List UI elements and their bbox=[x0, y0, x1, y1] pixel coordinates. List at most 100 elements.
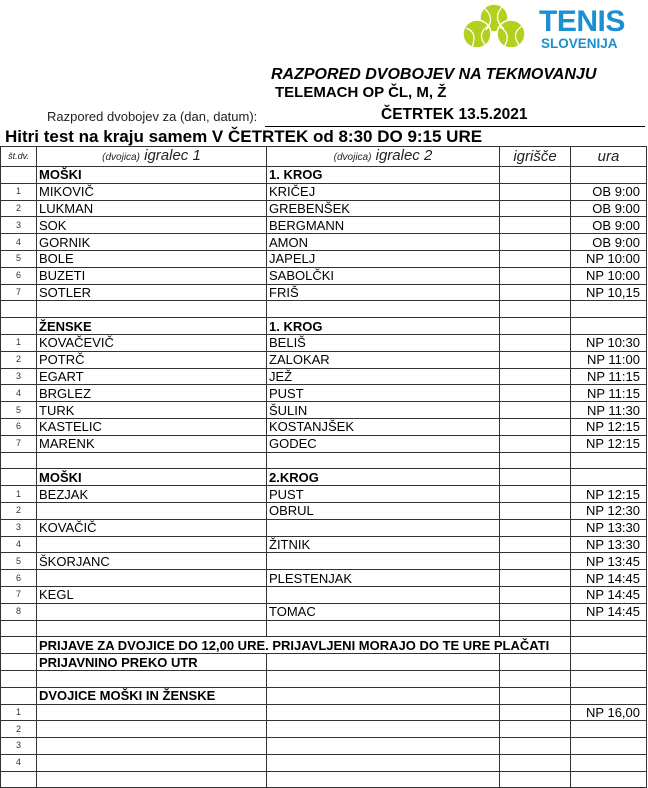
court-cell bbox=[499, 333, 571, 352]
court-cell bbox=[499, 166, 571, 184]
player1-cell: KOVAČIČ bbox=[36, 518, 267, 537]
match-number bbox=[0, 451, 37, 470]
player1-cell: MARENK bbox=[36, 434, 267, 453]
court-cell bbox=[499, 753, 571, 772]
court-cell bbox=[499, 619, 571, 638]
time-cell: OB 9:00 bbox=[570, 216, 647, 235]
time-cell: NP 10,15 bbox=[570, 283, 647, 302]
match-number: 3 bbox=[0, 518, 37, 537]
match-row: 1 NP 16,00 bbox=[0, 703, 647, 722]
section-row: PRIJAVNINO PREKO UTR bbox=[0, 653, 647, 671]
match-number: 8 bbox=[0, 602, 37, 621]
player2-cell: 1. KROG bbox=[266, 166, 500, 184]
player2-cell: JEŽ bbox=[266, 367, 500, 386]
header-player1: (dvojica) igralec 1 bbox=[36, 146, 267, 167]
player2-cell: BELIŠ bbox=[266, 333, 500, 352]
match-row: 3 SOK BERGMANN OB 9:00 bbox=[0, 216, 647, 235]
player2-cell bbox=[266, 552, 500, 571]
player1-cell: TURK bbox=[36, 401, 267, 419]
match-row: 6 BUZETI SABOLČKI NP 10:00 bbox=[0, 266, 647, 285]
player1-cell bbox=[36, 451, 267, 470]
time-cell: NP 13:30 bbox=[570, 535, 647, 554]
header-num: št.dv. bbox=[0, 146, 37, 167]
match-row: 3 EGART JEŽ NP 11:15 bbox=[0, 367, 647, 386]
match-row: 4 GORNIK AMON OB 9:00 bbox=[0, 233, 647, 251]
match-number: 3 bbox=[0, 367, 37, 386]
match-row: 2 LUKMAN GREBENŠEK OB 9:00 bbox=[0, 199, 647, 218]
player1-cell bbox=[36, 720, 267, 739]
time-cell bbox=[570, 300, 647, 319]
time-cell: OB 9:00 bbox=[570, 182, 647, 201]
player1-cell: SOK bbox=[36, 216, 267, 235]
court-cell bbox=[499, 602, 571, 621]
logo-text-tenis: TENIS bbox=[539, 5, 625, 38]
time-cell: NP 11:15 bbox=[570, 384, 647, 403]
player2-cell: ZALOKAR bbox=[266, 350, 500, 369]
match-number: 4 bbox=[0, 384, 37, 403]
player2-cell bbox=[266, 653, 500, 671]
player1-cell: ŽENSKE bbox=[36, 317, 267, 335]
header-player2: (dvojica) igralec 2 bbox=[266, 146, 500, 167]
section-row: DVOJICE MOŠKI IN ŽENSKE bbox=[0, 686, 647, 705]
player1-cell bbox=[36, 619, 267, 638]
player2-cell bbox=[266, 451, 500, 470]
section-row: PRIJAVE ZA DVOJICE DO 12,00 URE. PRIJAVL… bbox=[0, 636, 647, 655]
time-cell: NP 14:45 bbox=[570, 585, 647, 604]
player2-cell: AMON bbox=[266, 233, 500, 251]
player2-cell bbox=[266, 300, 500, 319]
court-cell bbox=[499, 552, 571, 571]
match-number bbox=[0, 669, 37, 688]
match-number bbox=[0, 300, 37, 319]
match-number: 6 bbox=[0, 569, 37, 587]
header-player2-prefix: (dvojica) bbox=[333, 152, 372, 163]
match-number bbox=[0, 686, 37, 705]
player2-cell bbox=[266, 703, 500, 722]
player1-cell: POTRČ bbox=[36, 350, 267, 369]
player2-cell: SABOLČKI bbox=[266, 266, 500, 285]
court-cell bbox=[499, 233, 571, 251]
tenis-slovenija-logo-balls bbox=[462, 3, 526, 49]
court-cell bbox=[499, 585, 571, 604]
court-cell bbox=[499, 317, 571, 335]
player1-cell: ŠKORJANC bbox=[36, 552, 267, 571]
match-row: 5 TURK ŠULIN NP 11:30 bbox=[0, 401, 647, 419]
player1-cell: BRGLEZ bbox=[36, 384, 267, 403]
header-player1-prefix: (dvojica) bbox=[102, 152, 140, 163]
court-cell bbox=[499, 182, 571, 201]
match-number: 5 bbox=[0, 401, 37, 419]
court-cell bbox=[499, 401, 571, 419]
time-cell bbox=[570, 468, 647, 487]
header-court: igrišče bbox=[499, 146, 571, 167]
court-cell bbox=[499, 535, 571, 554]
player2-cell: KOSTANJŠEK bbox=[266, 417, 500, 436]
court-cell bbox=[499, 367, 571, 386]
player2-cell bbox=[266, 753, 500, 772]
player1-cell: KASTELIC bbox=[36, 417, 267, 436]
header-time: ura bbox=[570, 146, 647, 167]
court-cell bbox=[499, 300, 571, 319]
section-row: MOŠKI 2.KROG bbox=[0, 468, 647, 487]
match-number: 2 bbox=[0, 720, 37, 739]
player1-cell bbox=[36, 602, 267, 621]
empty-row bbox=[0, 451, 647, 470]
player1-cell: KEGL bbox=[36, 585, 267, 604]
player2-cell: OBRUL bbox=[266, 501, 500, 520]
court-cell bbox=[499, 417, 571, 436]
player1-cell: BEZJAK bbox=[36, 485, 267, 503]
match-number bbox=[0, 636, 37, 655]
match-row: 3 KOVAČIČ NP 13:30 bbox=[0, 518, 647, 537]
match-number: 6 bbox=[0, 266, 37, 285]
player1-cell bbox=[36, 501, 267, 520]
subtitle-notice: Hitri test na kraju samem V ČETRTEK od 8… bbox=[5, 127, 483, 146]
match-row: 7 KEGL NP 14:45 bbox=[0, 585, 647, 604]
match-number: 2 bbox=[0, 350, 37, 369]
match-row: 7 SOTLER FRIŠ NP 10,15 bbox=[0, 283, 647, 302]
match-row: 2 bbox=[0, 720, 647, 739]
player1-cell bbox=[36, 703, 267, 722]
court-cell bbox=[499, 501, 571, 520]
match-row: 4 ŽITNIK NP 13:30 bbox=[0, 535, 647, 554]
match-row: 5 ŠKORJANC NP 13:45 bbox=[0, 552, 647, 571]
match-row: 6 KASTELIC KOSTANJŠEK NP 12:15 bbox=[0, 417, 647, 436]
time-cell: OB 9:00 bbox=[570, 233, 647, 251]
match-number: 1 bbox=[0, 182, 37, 201]
